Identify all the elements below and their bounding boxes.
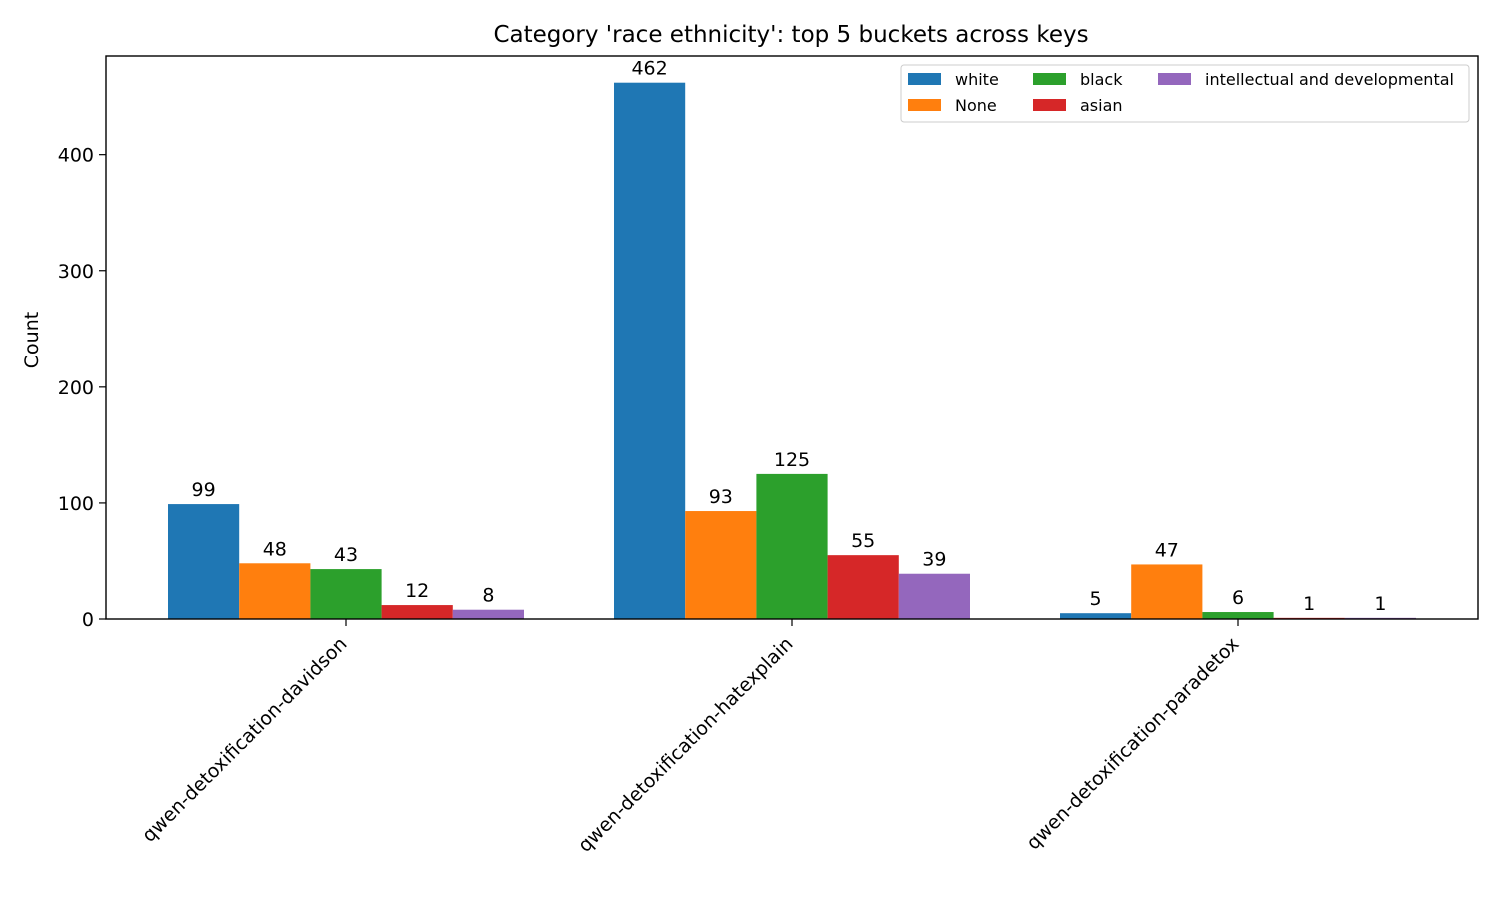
bar-value-label: 55 xyxy=(851,530,875,552)
legend-label: intellectual and developmental xyxy=(1205,70,1454,89)
bars xyxy=(168,82,1416,619)
bar-labels: 99 48 43 12 8 462 93 125 55 39 5 47 6 1 1 xyxy=(192,58,1387,615)
bar-value-label: 48 xyxy=(263,538,287,560)
bar-none xyxy=(685,511,757,619)
y-tick-label: 0 xyxy=(82,609,94,631)
legend-label: black xyxy=(1080,70,1123,89)
y-tick-label: 400 xyxy=(58,145,94,167)
bar-value-label: 6 xyxy=(1232,587,1244,609)
bar-value-label: 12 xyxy=(405,580,429,602)
legend-swatch xyxy=(1158,73,1191,85)
bar-intellectual-and-developmental xyxy=(898,573,970,619)
legend-swatch xyxy=(908,99,941,111)
legend-label: white xyxy=(955,70,999,89)
bar-none xyxy=(239,563,311,619)
legend-swatch xyxy=(908,73,941,85)
bar-asian xyxy=(827,555,899,619)
bar-asian xyxy=(381,605,453,619)
bar-value-label: 8 xyxy=(482,585,494,607)
bar-value-label: 1 xyxy=(1374,593,1386,615)
bar-black xyxy=(310,569,382,619)
bar-none xyxy=(1131,564,1203,619)
legend: white None black asian intellectual and deve… xyxy=(900,64,1470,123)
y-tick-label: 200 xyxy=(58,377,94,399)
legend-swatch xyxy=(1033,73,1066,85)
bar-value-label: 47 xyxy=(1155,539,1179,561)
plot-spines xyxy=(105,55,1479,620)
bar-value-label: 39 xyxy=(922,549,946,571)
bar-white xyxy=(614,82,686,619)
bar-black xyxy=(756,473,828,619)
y-tick-label: 300 xyxy=(58,261,94,283)
y-tick-label: 100 xyxy=(58,493,94,515)
legend-label: None xyxy=(955,96,997,115)
y-axis: 0 100 200 300 400 xyxy=(58,145,106,631)
legend-label: asian xyxy=(1080,96,1123,115)
plot-frame xyxy=(105,55,1479,620)
bar-black xyxy=(1202,612,1274,619)
bar-value-label: 125 xyxy=(774,449,810,471)
bar-value-label: 1 xyxy=(1303,593,1315,615)
bar-white xyxy=(168,504,240,619)
chart-title: Category 'race ethnicity': top 5 buckets… xyxy=(493,22,1088,48)
bar-white xyxy=(1060,613,1132,619)
bar-value-label: 462 xyxy=(631,58,667,80)
bar-value-label: 99 xyxy=(192,479,216,501)
bar-value-label: 5 xyxy=(1090,588,1102,610)
bar-value-label: 43 xyxy=(334,544,358,566)
legend-swatch xyxy=(1033,99,1066,111)
bar-intellectual-and-developmental xyxy=(452,609,524,619)
y-axis-label: Count xyxy=(21,312,43,368)
bar-value-label: 93 xyxy=(709,486,733,508)
